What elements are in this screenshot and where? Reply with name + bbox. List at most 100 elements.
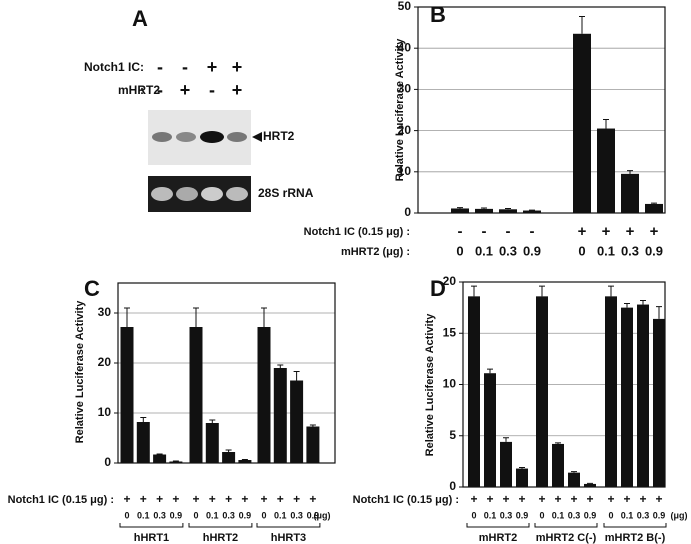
group-bracket <box>534 523 598 528</box>
notch-sign: + <box>650 223 659 240</box>
notch-sign: + <box>172 492 179 506</box>
lane-sign: + <box>180 80 191 100</box>
group-bracket <box>188 523 253 528</box>
error-bar <box>587 482 593 484</box>
x-tick-label: 0.1 <box>206 510 219 520</box>
band-arrow <box>252 132 262 142</box>
notch-sign: + <box>570 492 577 506</box>
blot-band <box>227 132 247 142</box>
lane-sign: - <box>157 80 163 100</box>
bar <box>637 304 649 487</box>
bar <box>153 454 167 463</box>
notch-sign: + <box>486 492 493 506</box>
bar <box>222 452 236 463</box>
gel-band <box>151 187 173 201</box>
gel-band <box>176 187 198 201</box>
x-tick-label: 0.1 <box>475 243 493 258</box>
error-bar <box>579 15 585 34</box>
group-bracket <box>119 523 184 528</box>
y-tick-label: 40 <box>398 40 412 54</box>
lane-sign: + <box>232 80 243 100</box>
bar <box>516 468 528 487</box>
plot-frame <box>417 6 666 214</box>
group-label: hHRT3 <box>271 532 306 544</box>
x-tick-label: 0.3 <box>500 510 513 520</box>
error-bar <box>471 285 477 297</box>
notch-sign: + <box>607 492 614 506</box>
x-tick-label: 0 <box>471 510 476 520</box>
notch-sign: + <box>209 492 216 506</box>
rrna-label: 28S rRNA <box>258 186 314 200</box>
error-bar <box>503 437 509 442</box>
bar <box>653 318 665 487</box>
x-tick-label: 0.1 <box>484 510 497 520</box>
x-tick-label: 0.1 <box>597 243 615 258</box>
bar <box>189 327 203 463</box>
bar <box>568 472 580 487</box>
x-tick-label: 0.1 <box>274 510 287 520</box>
blot-band <box>176 132 196 142</box>
y-axis-label: Relative Luciferase Activity <box>394 38 406 182</box>
x-tick-label: 0 <box>456 243 463 258</box>
notch-sign: + <box>192 492 199 506</box>
y-tick-label: 10 <box>98 405 112 419</box>
x-tick-label: 0.9 <box>239 510 252 520</box>
notch-sign: - <box>530 223 535 240</box>
error-bar <box>640 299 646 305</box>
panel-letter: A <box>132 6 148 31</box>
bar <box>621 173 639 213</box>
notch-sign: + <box>277 492 284 506</box>
x-tick-label: 0.1 <box>137 510 150 520</box>
bar <box>584 483 596 487</box>
row-sep: : <box>140 83 144 97</box>
dose-unit: (μg) <box>671 510 688 520</box>
notch-sign: + <box>225 492 232 506</box>
dose-unit: (μg) <box>314 510 331 520</box>
error-bar <box>481 207 487 209</box>
band-label: HRT2 <box>263 129 295 143</box>
x-tick-label: 0.1 <box>621 510 634 520</box>
x-tick-label: 0.3 <box>637 510 650 520</box>
bar <box>484 373 496 487</box>
bar <box>499 209 517 213</box>
bar <box>573 33 591 213</box>
group-label: mHRT2 B(-) <box>605 532 666 544</box>
lane-sign: - <box>157 57 163 77</box>
error-bar <box>225 449 232 452</box>
lane-sign: + <box>232 57 243 77</box>
notch-sign: + <box>156 492 163 506</box>
x-tick-label: 0 <box>124 510 129 520</box>
row-label: mHRT2 <box>118 83 160 97</box>
gel-band <box>201 187 223 201</box>
y-tick-label: 20 <box>443 274 457 288</box>
notch-sign: - <box>506 223 511 240</box>
y-tick-label: 0 <box>104 455 111 469</box>
error-bar <box>555 442 561 444</box>
x-tick-label: 0 <box>608 510 613 520</box>
x-tick-label: 0.9 <box>516 510 529 520</box>
y-tick-label: 0 <box>449 479 456 493</box>
x-tick-label: 0 <box>578 243 585 258</box>
row-sep: : <box>140 60 144 74</box>
x-tick-label: 0 <box>539 510 544 520</box>
error-bar <box>309 424 316 427</box>
bar <box>536 296 548 487</box>
blot-band <box>152 132 172 142</box>
notch-sign: + <box>639 492 646 506</box>
bar <box>621 307 633 487</box>
notch-sign: + <box>586 492 593 506</box>
x-tick-label: 0.9 <box>307 510 320 520</box>
y-tick-label: 10 <box>443 377 457 391</box>
lane-sign: + <box>207 57 218 77</box>
notch-sign: + <box>538 492 545 506</box>
error-bar <box>505 207 511 210</box>
y-tick-label: 0 <box>404 205 411 219</box>
notch-sign: + <box>578 223 587 240</box>
bar <box>273 368 287 463</box>
group-bracket <box>466 523 530 528</box>
notch-sign: + <box>655 492 662 506</box>
notch-sign: + <box>260 492 267 506</box>
bar <box>552 443 564 487</box>
bar <box>306 426 320 463</box>
